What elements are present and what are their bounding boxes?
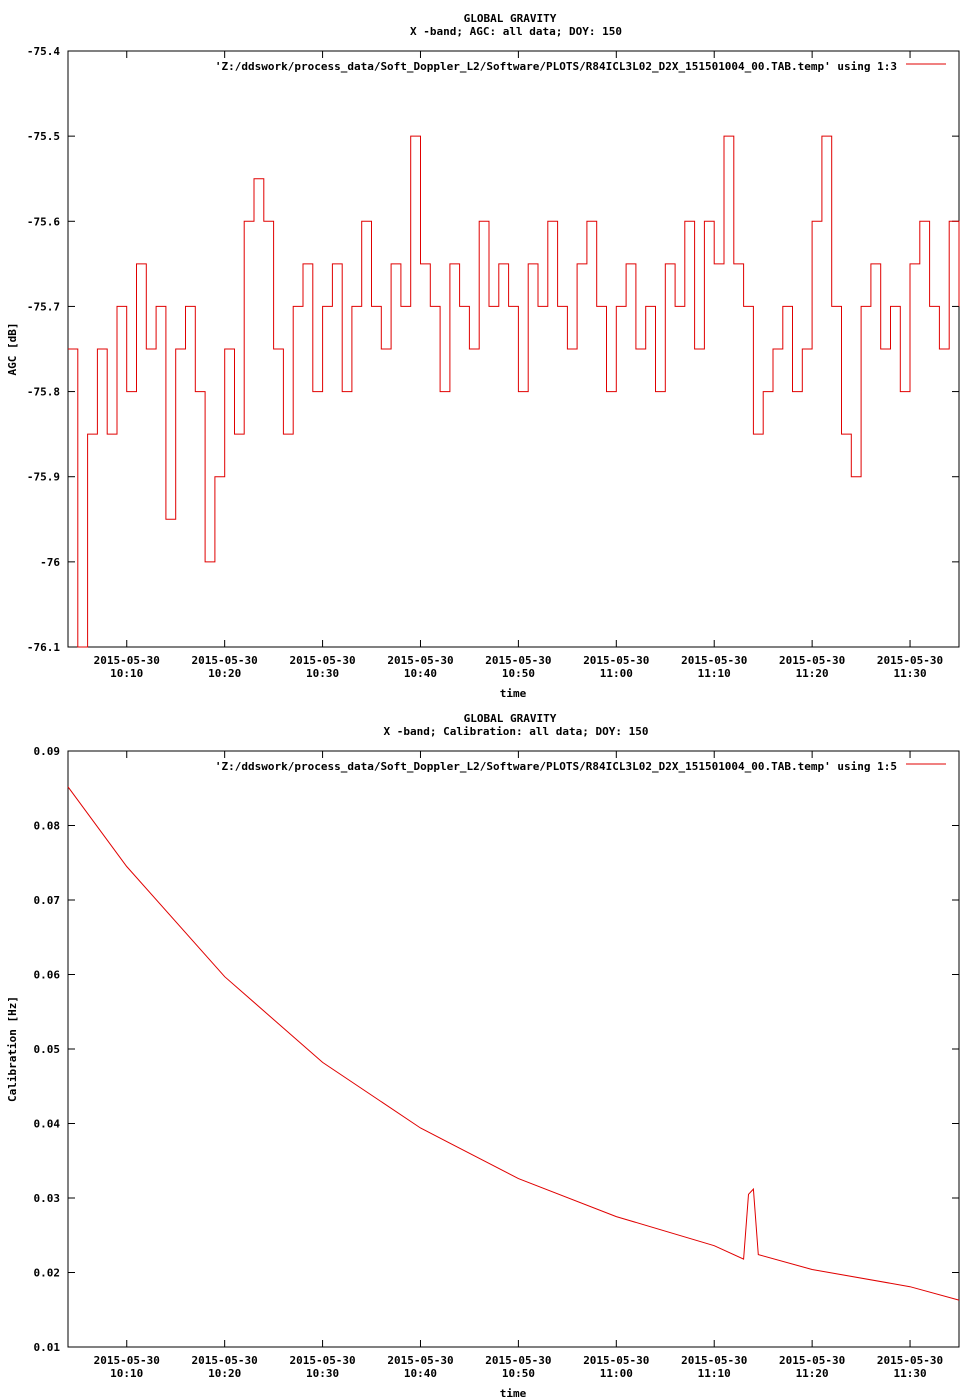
chart-subtitle: X -band; AGC: all data; DOY: 150 — [410, 25, 622, 38]
chart-title: GLOBAL GRAVITY — [464, 712, 557, 725]
y-tick-label: 0.03 — [34, 1192, 61, 1205]
x-tick-label-date: 2015-05-30 — [387, 1354, 453, 1367]
x-axis-label: time — [500, 687, 527, 700]
x-axis-ticks: 2015-05-3010:102015-05-3010:202015-05-30… — [94, 51, 943, 680]
x-tick-label-time: 11:10 — [698, 667, 731, 680]
x-tick-label-date: 2015-05-30 — [94, 654, 160, 667]
x-tick-label-time: 11:20 — [796, 1367, 829, 1380]
y-tick-label: -75.7 — [27, 300, 60, 313]
series-line-agc — [68, 135, 960, 648]
x-tick-label-date: 2015-05-30 — [485, 1354, 551, 1367]
y-tick-label: 0.02 — [34, 1267, 61, 1280]
y-tick-label: 0.08 — [34, 820, 61, 833]
x-tick-label-time: 10:50 — [502, 667, 535, 680]
y-axis-label: Calibration [Hz] — [6, 996, 19, 1102]
y-tick-label: -75.4 — [27, 45, 60, 58]
x-tick-label-date: 2015-05-30 — [485, 654, 551, 667]
x-tick-label-date: 2015-05-30 — [583, 654, 649, 667]
x-tick-label-time: 11:00 — [600, 667, 633, 680]
calibration-chart: GLOBAL GRAVITY X -band; Calibration: all… — [6, 712, 960, 1400]
x-tick-label-time: 11:20 — [796, 667, 829, 680]
x-tick-label-date: 2015-05-30 — [779, 1354, 845, 1367]
x-tick-label-time: 10:20 — [208, 1367, 241, 1380]
legend-label: 'Z:/ddswork/process_data/Soft_Doppler_L2… — [215, 60, 897, 73]
x-tick-label-date: 2015-05-30 — [681, 1354, 747, 1367]
x-tick-label-time: 11:30 — [893, 667, 926, 680]
x-tick-label-date: 2015-05-30 — [387, 654, 453, 667]
x-axis-label: time — [500, 1387, 527, 1400]
y-tick-label: -75.5 — [27, 130, 60, 143]
x-tick-label-time: 10:30 — [306, 1367, 339, 1380]
x-tick-label-time: 11:00 — [600, 1367, 633, 1380]
plot-area-frame — [67, 750, 960, 1348]
series-line-calibration — [67, 786, 960, 1301]
x-tick-label-date: 2015-05-30 — [289, 654, 355, 667]
x-tick-label-date: 2015-05-30 — [94, 1354, 160, 1367]
x-tick-label-date: 2015-05-30 — [779, 654, 845, 667]
y-tick-label: -75.6 — [27, 215, 60, 228]
y-tick-label: 0.01 — [34, 1341, 61, 1354]
chart-subtitle: X -band; Calibration: all data; DOY: 150 — [384, 725, 649, 738]
x-tick-label-date: 2015-05-30 — [877, 1354, 943, 1367]
y-axis-label: AGC [dB] — [6, 323, 19, 376]
y-axis-ticks: 0.09 0.08 0.07 0.06 0.05 0.04 0.03 0.02 0.01 — [34, 745, 959, 1354]
x-tick-label-time: 10:30 — [306, 667, 339, 680]
chart-title: GLOBAL GRAVITY — [464, 12, 557, 25]
agc-chart: GLOBAL GRAVITY X -band; AGC: all data; D… — [6, 12, 960, 700]
y-tick-label: 0.09 — [34, 745, 61, 758]
x-tick-label-time: 10:20 — [208, 667, 241, 680]
y-tick-label: 0.05 — [34, 1043, 61, 1056]
x-tick-label-time: 10:40 — [404, 1367, 437, 1380]
x-tick-label-time: 11:30 — [893, 1367, 926, 1380]
y-tick-label: -76.1 — [27, 641, 60, 654]
x-axis-ticks: 2015-05-3010:102015-05-3010:202015-05-30… — [94, 751, 943, 1380]
x-tick-label-time: 11:10 — [698, 1367, 731, 1380]
legend-label: 'Z:/ddswork/process_data/Soft_Doppler_L2… — [215, 760, 897, 773]
x-tick-label-date: 2015-05-30 — [289, 1354, 355, 1367]
y-tick-label: 0.04 — [34, 1118, 61, 1131]
x-tick-label-date: 2015-05-30 — [583, 1354, 649, 1367]
x-tick-label-date: 2015-05-30 — [877, 654, 943, 667]
x-tick-label-date: 2015-05-30 — [681, 654, 747, 667]
x-tick-label-date: 2015-05-30 — [192, 654, 258, 667]
y-tick-label: 0.06 — [34, 969, 61, 982]
y-axis-ticks: -75.4 -75.5 -75.6 -75.7 -75.8 -75.9 -76 -76.1 — [27, 45, 959, 654]
x-tick-label-date: 2015-05-30 — [192, 1354, 258, 1367]
y-tick-label: -75.8 — [27, 386, 60, 399]
y-tick-label: -76 — [40, 556, 60, 569]
x-tick-label-time: 10:10 — [110, 1367, 143, 1380]
y-tick-label: -75.9 — [27, 471, 60, 484]
y-tick-label: 0.07 — [34, 894, 61, 907]
x-tick-label-time: 10:50 — [502, 1367, 535, 1380]
x-tick-label-time: 10:40 — [404, 667, 437, 680]
plot-area-frame — [67, 50, 960, 648]
x-tick-label-time: 10:10 — [110, 667, 143, 680]
